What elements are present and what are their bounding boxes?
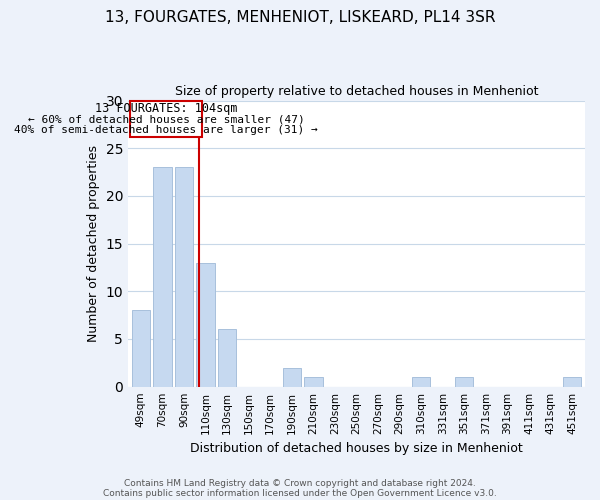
Bar — [455, 377, 473, 386]
Bar — [153, 168, 172, 386]
Text: Contains HM Land Registry data © Crown copyright and database right 2024.: Contains HM Land Registry data © Crown c… — [124, 478, 476, 488]
Text: ← 60% of detached houses are smaller (47): ← 60% of detached houses are smaller (47… — [28, 114, 305, 124]
Bar — [283, 368, 301, 386]
Bar — [175, 168, 193, 386]
Text: Contains public sector information licensed under the Open Government Licence v3: Contains public sector information licen… — [103, 488, 497, 498]
Bar — [218, 330, 236, 386]
Text: 13 FOURGATES: 104sqm: 13 FOURGATES: 104sqm — [95, 102, 238, 114]
Text: 13, FOURGATES, MENHENIOT, LISKEARD, PL14 3SR: 13, FOURGATES, MENHENIOT, LISKEARD, PL14… — [105, 10, 495, 25]
Bar — [563, 377, 581, 386]
Text: 40% of semi-detached houses are larger (31) →: 40% of semi-detached houses are larger (… — [14, 125, 318, 135]
Bar — [304, 377, 323, 386]
Bar — [196, 262, 215, 386]
Bar — [412, 377, 430, 386]
Y-axis label: Number of detached properties: Number of detached properties — [87, 145, 100, 342]
FancyBboxPatch shape — [130, 100, 202, 137]
Title: Size of property relative to detached houses in Menheniot: Size of property relative to detached ho… — [175, 85, 538, 98]
Bar — [132, 310, 150, 386]
X-axis label: Distribution of detached houses by size in Menheniot: Distribution of detached houses by size … — [190, 442, 523, 455]
